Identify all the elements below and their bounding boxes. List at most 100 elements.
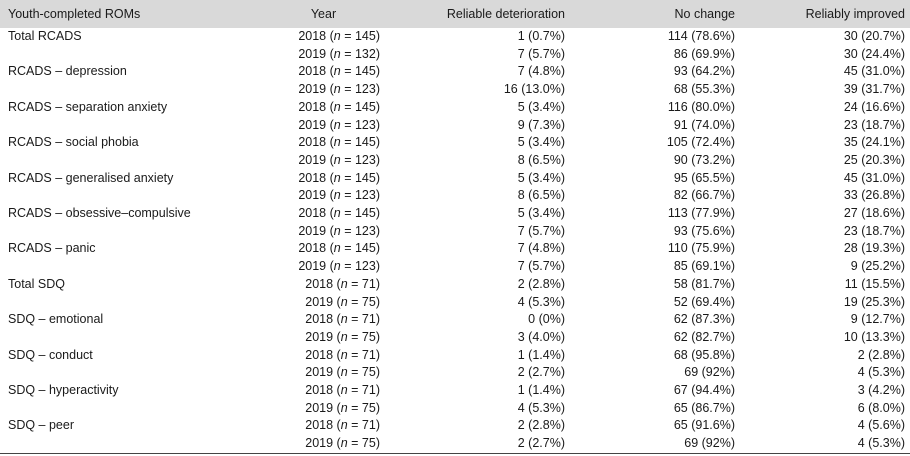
year-cell: 2018 (n = 71) xyxy=(262,311,385,329)
year-text: 2018 ( xyxy=(298,241,334,256)
year-text: = 145) xyxy=(340,135,380,150)
year-text: = 71) xyxy=(347,347,380,362)
measure-name xyxy=(0,435,262,454)
value-cell: 68 (55.3%) xyxy=(673,82,735,97)
value-cell: 69 (92%) xyxy=(684,365,735,380)
value-cell: 9 (25.2%) xyxy=(850,259,905,274)
column-header: Year xyxy=(310,7,337,21)
value-cell: 19 (25.3%) xyxy=(843,294,905,309)
measure-name: Total RCADS xyxy=(8,29,82,43)
value-cell: 86 (69.9%) xyxy=(673,46,735,61)
year-text: = 75) xyxy=(347,436,380,451)
value-cell: 93 (75.6%) xyxy=(673,223,735,238)
year-text: 2018 ( xyxy=(305,276,341,291)
value-cell: 33 (26.8%) xyxy=(843,188,905,203)
year-cell: 2019 (n = 123) xyxy=(262,187,385,205)
value-cell: 68 (95.8%) xyxy=(673,347,735,362)
value-cell: 2 (2.8%) xyxy=(517,418,565,433)
value-cell: 2 (2.8%) xyxy=(517,276,565,291)
year-text: n xyxy=(340,294,348,309)
table-row: SDQ – conduct 2018 (n = 71) 1 (1.4%) 68 (95… xyxy=(0,347,910,365)
value-cell: 58 (81.7%) xyxy=(673,276,735,291)
table-row: 2019 (n = 132) 7 (5.7%) 86 (69.9%) 30 (24.4… xyxy=(0,46,910,64)
year-text: n xyxy=(333,64,341,79)
year-text: n xyxy=(340,347,348,362)
measure-name: RCADS – obsessive–compulsive xyxy=(8,206,191,221)
measure-name: SDQ – conduct xyxy=(8,347,93,362)
year-text: n xyxy=(340,276,348,291)
value-cell: 67 (94.4%) xyxy=(673,383,735,398)
value-cell: 5 (3.4%) xyxy=(517,99,565,114)
table-row: 2019 (n = 75) 2 (2.7%) 69 (92%) 4 (5.3%) xyxy=(0,364,910,382)
year-text: 2019 ( xyxy=(298,46,334,61)
measure-name: SDQ – peer xyxy=(8,418,75,433)
header-row: Youth-completed ROMs Year Reliable deterio… xyxy=(0,0,910,28)
value-cell: 9 (12.7%) xyxy=(850,312,905,327)
year-cell: 2018 (n = 71) xyxy=(262,417,385,435)
year-cell: 2019 (n = 123) xyxy=(262,81,385,99)
table-row: RCADS – depression 2018 (n = 145) 7 (4.8%)… xyxy=(0,63,910,81)
column-header: No change xyxy=(674,7,735,21)
year-cell: 2019 (n = 123) xyxy=(262,152,385,170)
table-row: 2019 (n = 123) 8 (6.5%) 82 (66.7%) 33 (26.8… xyxy=(0,187,910,205)
measure-name xyxy=(0,81,262,99)
year-text: 2018 ( xyxy=(298,206,334,221)
value-cell: 90 (73.2%) xyxy=(673,152,735,167)
year-text: = 75) xyxy=(347,294,380,309)
measure-name: RCADS – separation anxiety xyxy=(8,99,168,114)
column-header: Reliable deterioration xyxy=(446,7,565,21)
value-cell: 116 (80.0%) xyxy=(667,99,735,114)
year-text: n xyxy=(333,117,341,132)
value-cell: 1 (0.7%) xyxy=(517,29,565,43)
year-text: = 71) xyxy=(347,276,380,291)
table-row: SDQ – peer 2018 (n = 71) 2 (2.8%) 65 (91.6%… xyxy=(0,417,910,435)
value-cell: 4 (5.3%) xyxy=(517,400,565,415)
value-cell: 85 (69.1%) xyxy=(673,259,735,274)
value-cell: 69 (92%) xyxy=(570,435,740,454)
value-cell: 62 (82.7%) xyxy=(673,329,735,344)
year-text: 2018 ( xyxy=(298,29,334,43)
value-cell: 8 (6.5%) xyxy=(517,152,565,167)
year-cell: 2018 (n = 71) xyxy=(262,276,385,294)
value-cell: 0 (0%) xyxy=(528,312,565,327)
measure-name: RCADS – panic xyxy=(8,241,96,256)
table-row: RCADS – separation anxiety 2018 (n = 145)… xyxy=(0,99,910,117)
year-text: 2019 ( xyxy=(305,436,341,451)
value-cell: 45 (31.0%) xyxy=(843,64,905,79)
value-cell: 6 (8.0%) xyxy=(857,400,905,415)
year-text: 2018 ( xyxy=(298,99,334,114)
year-text: = 123) xyxy=(340,259,380,274)
year-cell: 2019 (n = 75) xyxy=(262,364,385,382)
year-text: = 123) xyxy=(340,152,380,167)
year-text: = 75) xyxy=(347,329,380,344)
column-header: Youth-completed ROMs xyxy=(8,7,141,21)
year-cell: 2018 (n = 145) xyxy=(262,28,385,46)
table-row: RCADS – panic 2018 (n = 145) 7 (4.8%) 110 (… xyxy=(0,240,910,258)
measure-name: SDQ – emotional xyxy=(8,312,104,327)
value-cell: 28 (19.3%) xyxy=(843,241,905,256)
value-cell: 1 (1.4%) xyxy=(517,347,565,362)
value-cell: 30 (24.4%) xyxy=(843,46,905,61)
year-text: = 145) xyxy=(340,99,380,114)
year-text: n xyxy=(333,82,341,97)
year-cell: 2018 (n = 145) xyxy=(262,170,385,188)
measure-name xyxy=(0,400,262,418)
measure-name xyxy=(0,152,262,170)
year-text: = 145) xyxy=(340,206,380,221)
year-cell: 2018 (n = 145) xyxy=(262,99,385,117)
value-cell: 4 (5.3%) xyxy=(857,365,905,380)
year-text: 2019 ( xyxy=(305,400,341,415)
year-text: 2018 ( xyxy=(298,64,334,79)
measure-name: RCADS – social phobia xyxy=(8,135,139,150)
value-cell: 3 (4.0%) xyxy=(517,329,565,344)
year-text: 2018 ( xyxy=(298,170,334,185)
value-cell: 4 (5.3%) xyxy=(517,294,565,309)
year-text: n xyxy=(340,418,348,433)
measure-name xyxy=(0,223,262,241)
year-text: 2019 ( xyxy=(305,365,341,380)
value-cell: 7 (5.7%) xyxy=(517,259,565,274)
table-row: 2019 (n = 123) 7 (5.7%) 93 (75.6%) 23 (18.7… xyxy=(0,223,910,241)
year-text: 2019 ( xyxy=(298,82,334,97)
value-cell: 110 (75.9%) xyxy=(667,241,735,256)
